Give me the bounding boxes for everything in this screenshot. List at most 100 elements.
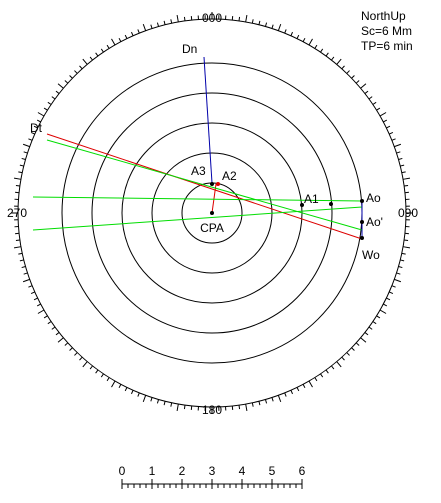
scale-bar-label: 1 [149,464,156,478]
bearing-tick [23,151,28,154]
bearing-tick [364,90,369,94]
scale-bar-label: 5 [269,464,276,478]
bearing-tick [302,384,306,389]
bearing-tick [386,297,391,301]
bearing-tick [55,332,60,336]
bearing-tick [238,405,241,410]
bearing-tick [245,14,248,23]
bearing-tick [320,373,324,378]
bearing-tick [355,80,360,84]
bearing-tick [391,138,396,141]
ao-label: Ao [366,191,381,205]
ao-point [360,199,364,203]
bearing-tick [183,405,186,410]
bearing-tick [336,361,342,368]
bearing-tick [308,38,313,46]
bearing-tick [51,96,56,100]
bearing-ticks [11,12,413,414]
bearing-tick [82,361,88,368]
bearing-tick [258,20,261,25]
relative-motion-line-3 [32,206,363,231]
bearing-tick [69,75,73,79]
bearing-tick [404,184,409,187]
bearing-tick [57,337,64,343]
bearing-tick [36,119,41,123]
bearing-tick [314,377,318,382]
ao-prime-point [360,220,364,224]
bearing-tick [284,392,287,397]
bearing-tick [163,401,166,406]
bearing-tick [28,138,33,141]
bearing-tick [13,177,22,180]
bearing-tick [111,38,116,46]
bearing-tick [391,285,396,288]
bearing-tick [386,125,391,129]
bearing-tick [341,356,345,361]
bearing-tick [15,184,20,187]
bearing-tick [170,19,173,24]
bearing-tick [57,83,64,89]
bearing-tick [401,252,406,255]
bearing-tick [137,392,140,397]
bearing-tick [19,259,24,262]
bearing-tick [400,164,405,167]
bearing-tick [396,272,401,275]
bearing-label-west: 270 [7,206,27,220]
bearing-tick [251,19,254,24]
wo-label: Wo [362,248,380,262]
bearing-tick [396,151,401,154]
a3-label: A3 [191,164,206,178]
bearing-tick [21,265,26,269]
ao-prime-label: Ao' [366,215,383,229]
bearing-tick [320,48,324,53]
bearing-tick [372,321,377,325]
bearing-tick [284,29,287,34]
bearing-tick [389,291,394,294]
bearing-tick [176,14,179,23]
bearing-tick [383,119,388,123]
bearing-tick [379,112,387,117]
scale-bar-label: 4 [239,464,246,478]
bearing-label-east: 090 [398,206,418,220]
bearing-tick [89,56,93,61]
bearing-tick [150,24,153,29]
bearing-tick [79,356,83,361]
a1-point [300,203,304,207]
bearing-tick [245,403,248,412]
bearing-tick [271,24,274,29]
bearing-tick [100,48,104,53]
bearing-tick [346,70,350,74]
bearing-tick [238,16,241,21]
a2-point [216,182,220,186]
own-ship-heading-line [203,56,213,184]
bearing-tick [341,65,345,70]
bearing-tick [89,365,93,370]
bearing-tick [401,171,406,174]
bearing-tick [33,297,38,301]
bearing-tick [55,90,60,94]
a3-point [210,182,214,186]
cpa-vector [211,183,217,214]
bearing-tick [251,402,254,407]
bearing-tick [314,44,318,49]
bearing-tick [336,58,342,65]
bearing-tick [22,278,30,283]
bearing-tick [277,23,282,31]
bearing-tick [325,52,329,57]
bearing-tick [372,101,377,105]
bearing-tick [142,395,147,403]
bearing-tick [106,44,110,49]
bearing-tick [13,246,22,249]
bearing-tick [183,16,186,21]
bearing-label-south: 180 [202,403,222,417]
bearing-tick [30,132,35,135]
scale-bar: 0 1 2 3 4 5 6 [119,464,306,489]
own-ship-point [210,211,214,215]
dt-label: Dt [30,121,43,135]
bearing-tick [258,401,261,406]
bearing-tick [368,96,373,100]
bearing-tick [150,397,153,402]
bearing-tick [398,157,403,161]
bearing-tick [296,387,300,392]
